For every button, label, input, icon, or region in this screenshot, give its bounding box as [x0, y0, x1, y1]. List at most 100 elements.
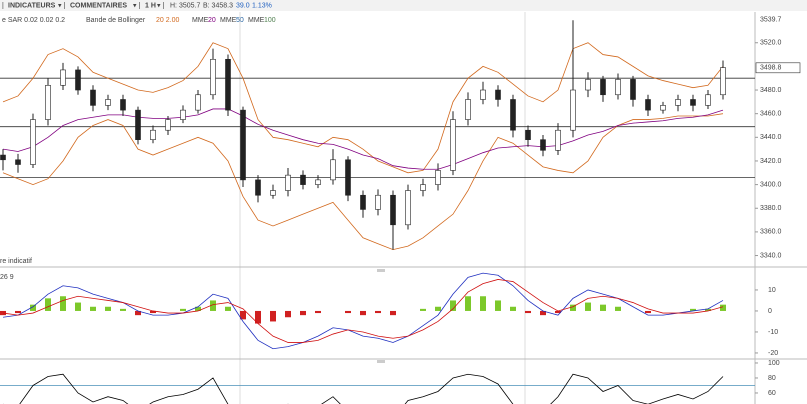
histogram-bar [225, 306, 231, 311]
histogram-bar [180, 308, 186, 311]
histogram-bar [585, 302, 591, 311]
candle-body [405, 190, 411, 226]
candle-body [195, 94, 201, 111]
last-price-box [755, 62, 801, 74]
separator: ▾ | [157, 2, 164, 9]
last-price-label: 3498.8 [760, 65, 782, 72]
candle-body [150, 129, 156, 140]
candle-body [300, 174, 306, 185]
candle-body [330, 159, 336, 181]
histogram-bar [75, 302, 81, 311]
y-tick-label: 3340.0 [760, 252, 782, 259]
candle-body [465, 99, 471, 120]
histogram-bar [270, 310, 276, 322]
y-tick-label: 3360.0 [760, 229, 782, 236]
candle-body [645, 99, 651, 111]
y-tick-label: 3480.0 [760, 87, 782, 94]
menu[interactable]: INDICATEURS [8, 2, 56, 9]
quote: 39.0 [236, 2, 250, 9]
histogram-bar [210, 300, 216, 311]
histogram-bar [345, 310, 351, 314]
histogram-bar [570, 304, 576, 311]
histogram-bar [420, 308, 426, 311]
histogram-bar [150, 310, 156, 314]
histogram-bar [45, 298, 51, 311]
y-tick-label: 3440.0 [760, 134, 782, 141]
candle-body [345, 159, 351, 196]
y-tick-label: 80 [768, 375, 776, 382]
candle-body [720, 67, 726, 96]
high-label: 3539.7 [760, 16, 782, 23]
candle-body [165, 119, 171, 131]
histogram-bar [615, 306, 621, 311]
legend-sar: e SAR 0.02 0.02 0.2 [2, 17, 65, 24]
histogram-bar [480, 296, 486, 311]
legend-mme: MME [192, 17, 209, 24]
y-tick-label: -20 [768, 350, 778, 357]
candle-body [15, 159, 21, 165]
candle-body [450, 119, 456, 171]
histogram-bar [120, 308, 126, 311]
y-tick-label: 3400.0 [760, 181, 782, 188]
legend-mme-param: 20 [208, 17, 216, 24]
histogram-bar [450, 300, 456, 311]
candle-body [585, 79, 591, 91]
panel-label: 26 9 [0, 274, 14, 281]
menu[interactable]: 1 H [145, 2, 156, 9]
histogram-bar [285, 310, 291, 318]
histogram-bar [375, 310, 381, 314]
separator: | [2, 2, 4, 9]
y-tick-label: -10 [768, 329, 778, 336]
candle-body [375, 194, 381, 210]
legend-mme: MME [248, 17, 265, 24]
histogram-bar [195, 306, 201, 311]
candle-body [240, 109, 246, 181]
candle-body [690, 99, 696, 106]
quote: B: 3458.3 [203, 2, 233, 9]
candle-body [525, 129, 531, 140]
histogram-bar [465, 296, 471, 311]
candle-body [255, 179, 261, 196]
separator: ▾ | [133, 2, 140, 9]
histogram-bar [360, 310, 366, 316]
candle-body [60, 69, 66, 86]
candle-body [360, 194, 366, 210]
candle-body [135, 109, 141, 140]
y-tick-label: 60 [768, 390, 776, 397]
rsi-line [3, 373, 724, 404]
toolbar-items: | INDICATEURS ▾ | COMMENTAIRES ▾ | 1 H ▾… [2, 2, 272, 9]
quote: 1.13% [252, 2, 272, 9]
indicator-line [2, 113, 724, 251]
y-tick-label: 3460.0 [760, 111, 782, 118]
toolbar [0, 0, 807, 11]
candle-body [660, 105, 666, 111]
histogram-bar [60, 296, 66, 311]
histogram-bar [525, 310, 531, 314]
histogram-bar [510, 306, 516, 311]
candle-body [210, 58, 216, 96]
histogram-bar [555, 310, 561, 314]
candle-body [75, 69, 81, 91]
y-tick-label: 100 [768, 360, 780, 367]
candle-body [30, 119, 36, 165]
candle-body [45, 84, 51, 120]
resize-handle[interactable] [377, 360, 385, 363]
candle-body [120, 99, 126, 111]
histogram-bar [135, 310, 141, 316]
candle-body [480, 89, 486, 100]
panel-subtitle: re indicatif [0, 258, 32, 265]
candle-body [570, 89, 576, 131]
candle-body [0, 154, 6, 161]
histogram-bar [705, 308, 711, 311]
histogram-bar [105, 306, 111, 311]
candle-body [315, 179, 321, 185]
histogram-bar [720, 304, 726, 311]
histogram-bar [15, 310, 21, 314]
indicator-line [2, 42, 724, 174]
candle-body [420, 184, 426, 191]
histogram-bar [600, 304, 606, 311]
menu[interactable]: COMMENTAIRES [70, 2, 127, 9]
candle-body [540, 139, 546, 151]
resize-handle[interactable] [377, 269, 385, 272]
